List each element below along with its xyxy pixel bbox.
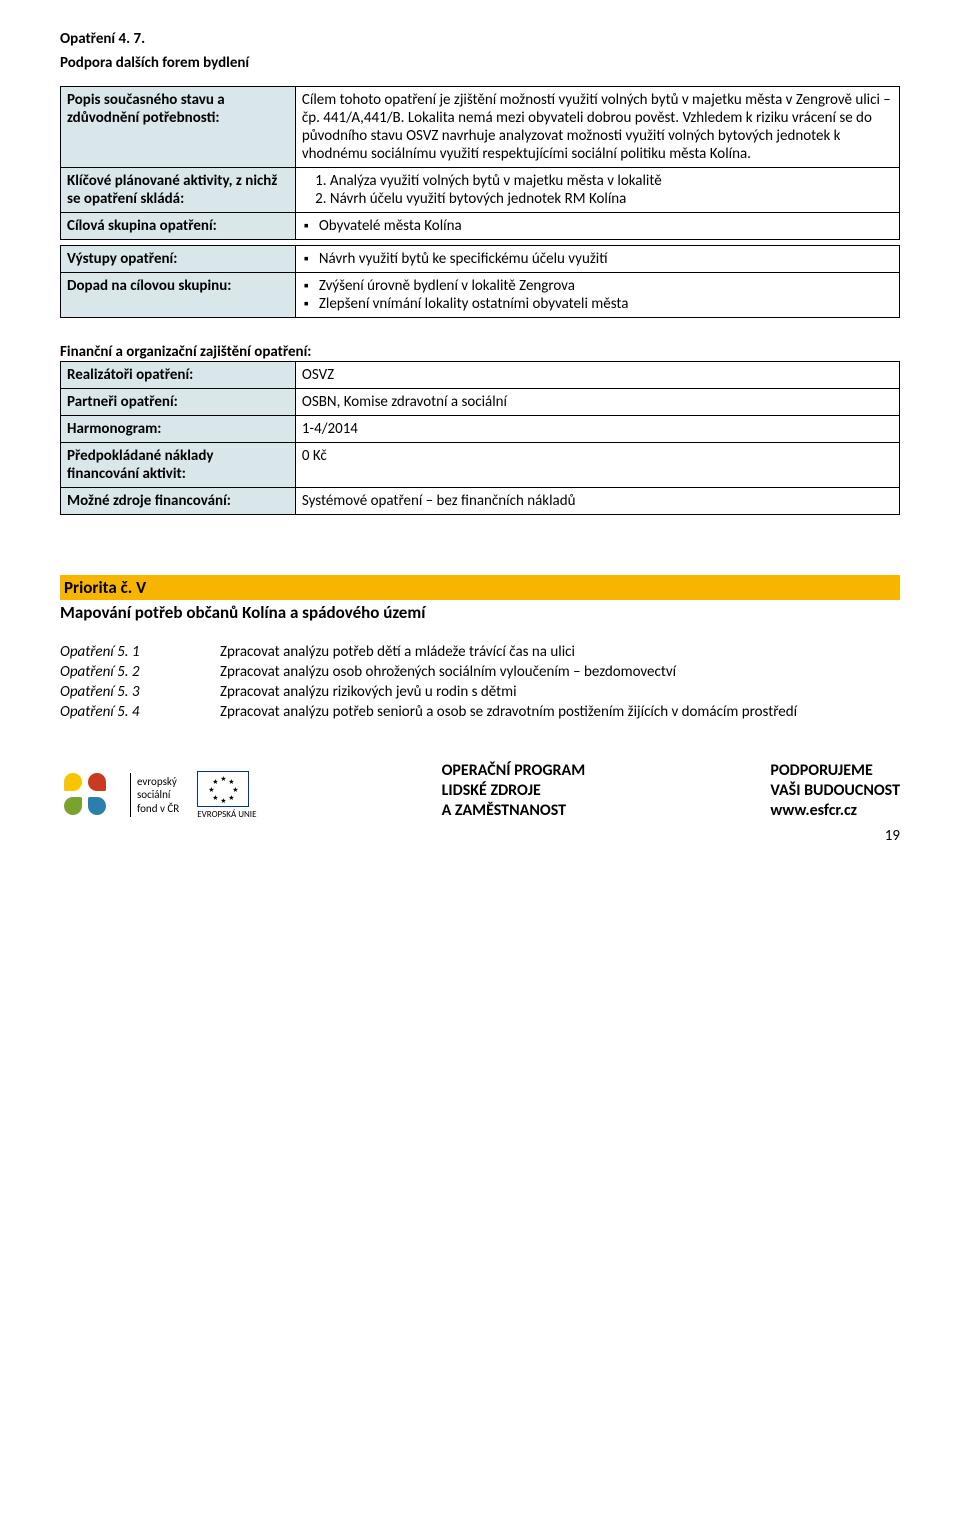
dopad-content: Zvýšení úrovně bydlení v lokalitě Zengro… — [295, 273, 899, 318]
opatreni-row-3: Opatření 5. 3 Zpracovat analýzu rizikový… — [60, 683, 900, 701]
popis-label: Popis současného stavu a zdůvodnění potř… — [61, 87, 296, 168]
support-line1: PODPORUJEME — [770, 761, 900, 781]
esf-line1: evropský — [137, 775, 179, 788]
priority-bar: Priorita č. V — [60, 575, 900, 600]
vystupy-label: Výstupy opatření: — [61, 246, 296, 273]
opatreni-row-1: Opatření 5. 1 Zpracovat analýzu potřeb d… — [60, 643, 900, 661]
zdroje-val: Systémové opatření – bez finančních nákl… — [295, 488, 899, 515]
realizatori-val: OSVZ — [295, 362, 899, 389]
esf-logo: evropský sociální fond v ČR — [60, 769, 179, 821]
specification-table: Popis současného stavu a zdůvodnění potř… — [60, 86, 900, 318]
zdroje-label: Možné zdroje financování: — [61, 488, 296, 515]
op-1-text: Zpracovat analýzu potřeb dětí a mládeže … — [220, 643, 575, 661]
klicove-item-1: Analýza využití volných bytů v majetku m… — [330, 172, 893, 190]
harmonogram-val: 1-4/2014 — [295, 416, 899, 443]
op-3-label: Opatření 5. 3 — [60, 683, 220, 701]
klicove-label: Klíčové plánované aktivity, z nichž se o… — [61, 168, 296, 213]
eu-text: EVROPSKÁ UNIE — [197, 809, 256, 820]
cilova-item: Obyvatelé města Kolína — [324, 217, 893, 235]
op-line3: A ZAMĚSTNANOST — [442, 801, 586, 821]
klicove-content: Analýza využití volných bytů v majetku m… — [295, 168, 899, 213]
support-text: PODPORUJEME VAŠI BUDOUCNOST www.esfcr.cz — [770, 761, 900, 821]
opatreni-row-4: Opatření 5. 4 Zpracovat analýzu potřeb s… — [60, 703, 900, 721]
op-4-text: Zpracovat analýzu potřeb seniorů a osob … — [220, 703, 797, 721]
esf-text: evropský sociální fond v ČR — [137, 775, 179, 815]
op-2-text: Zpracovat analýzu osob ohrožených sociál… — [220, 663, 676, 681]
op-4-label: Opatření 5. 4 — [60, 703, 220, 721]
support-line3: www.esfcr.cz — [770, 801, 900, 821]
op-2-label: Opatření 5. 2 — [60, 663, 220, 681]
priority-subtitle: Mapování potřeb občanů Kolína a spádovéh… — [60, 602, 900, 623]
dopad-item-2: Zlepšení vnímání lokality ostatními obyv… — [324, 295, 893, 313]
partneri-label: Partneři opatření: — [61, 389, 296, 416]
financial-heading: Finanční a organizační zajištění opatřen… — [60, 343, 900, 361]
footer-left: evropský sociální fond v ČR ★ ★ ★ ★ ★ ★ … — [60, 769, 256, 821]
page-number: 19 — [60, 827, 900, 845]
eu-flag-icon: ★ ★ ★ ★ ★ ★ ★ ★ — [197, 771, 249, 807]
opatreni-title: Podpora dalších forem bydlení — [60, 54, 900, 72]
esf-shape-icon — [60, 769, 120, 821]
opatreni-list: Opatření 5. 1 Zpracovat analýzu potřeb d… — [60, 643, 900, 721]
priority-title: Priorita č. V — [64, 577, 146, 598]
vystupy-content: Návrh využití bytů ke specifickému účelu… — [295, 246, 899, 273]
popis-text: Cílem tohoto opatření je zjištění možnos… — [295, 87, 899, 168]
cilova-label: Cílová skupina opatření: — [61, 213, 296, 240]
support-line2: VAŠI BUDOUCNOST — [770, 781, 900, 801]
opatreni-number: Opatření 4. 7. — [60, 30, 900, 48]
dopad-item-1: Zvýšení úrovně bydlení v lokalitě Zengro… — [324, 277, 893, 295]
op-lzz: OPERAČNÍ PROGRAM LIDSKÉ ZDROJE A ZAMĚSTN… — [442, 761, 586, 821]
cilova-content: Obyvatelé města Kolína — [295, 213, 899, 240]
naklady-val: 0 Kč — [295, 443, 899, 488]
realizatori-label: Realizátoři opatření: — [61, 362, 296, 389]
harmonogram-label: Harmonogram: — [61, 416, 296, 443]
klicove-item-2: Návrh účelu využití bytových jednotek RM… — [330, 190, 893, 208]
eu-logo: ★ ★ ★ ★ ★ ★ ★ ★ EVROPSKÁ UNIE — [197, 771, 256, 820]
partneri-val: OSBN, Komise zdravotní a sociální — [295, 389, 899, 416]
esf-line2: sociální — [137, 788, 179, 801]
op-1-label: Opatření 5. 1 — [60, 643, 220, 661]
op-line1: OPERAČNÍ PROGRAM — [442, 761, 586, 781]
vystupy-item: Návrh využití bytů ke specifickému účelu… — [324, 250, 893, 268]
financial-table: Realizátoři opatření: OSVZ Partneři opat… — [60, 361, 900, 515]
opatreni-row-2: Opatření 5. 2 Zpracovat analýzu osob ohr… — [60, 663, 900, 681]
naklady-label: Předpokládané náklady financování aktivi… — [61, 443, 296, 488]
footer-logos: evropský sociální fond v ČR ★ ★ ★ ★ ★ ★ … — [60, 761, 900, 821]
esf-line3: fond v ČR — [137, 802, 179, 815]
op-line2: LIDSKÉ ZDROJE — [442, 781, 586, 801]
op-3-text: Zpracovat analýzu rizikových jevů u rodi… — [220, 683, 517, 701]
dopad-label: Dopad na cílovou skupinu: — [61, 273, 296, 318]
